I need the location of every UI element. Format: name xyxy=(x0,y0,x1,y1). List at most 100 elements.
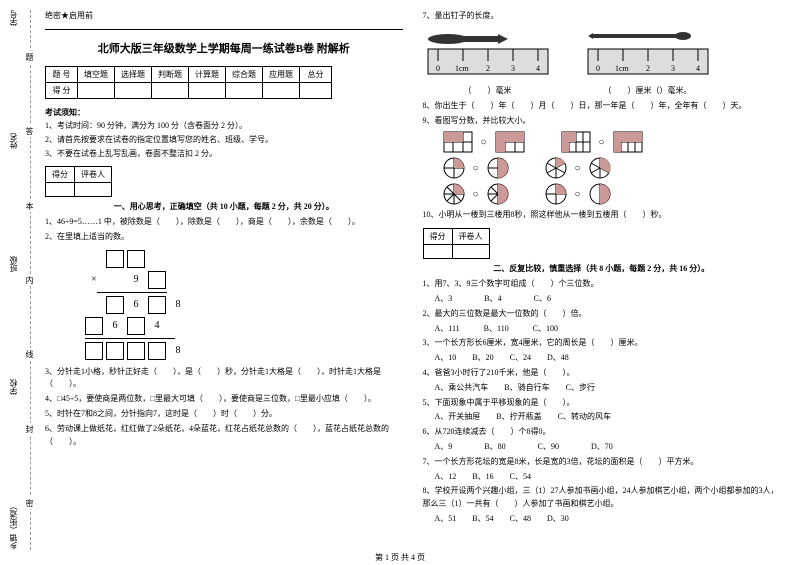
rulers: 0 1cm 2 3 4 （ ）毫米 01cm 23 4 （ ）厘米（）毫 xyxy=(423,31,781,96)
side-marker: 封 xyxy=(24,423,35,435)
question: 3、分针走1小格，秒针正好走（ ），是（ ）秒，分针走1大格是（ ），时针走1大… xyxy=(45,366,403,392)
td: 得分 xyxy=(46,167,75,183)
fraction-circle-icon xyxy=(545,183,567,205)
options: A、乘公共汽车 B、骑自行车 C、步行 xyxy=(435,382,781,395)
th: 判断题 xyxy=(152,67,189,83)
svg-text:3: 3 xyxy=(671,64,675,73)
side-label: 学校 xyxy=(8,379,19,395)
fraction-row: ○ ○ xyxy=(443,131,781,153)
secret-label: 绝密★启用前 xyxy=(45,10,403,21)
options: A、10 B、20 C、24 D、48 xyxy=(435,352,781,365)
question: 2、在里填上适当的数。 xyxy=(45,231,403,244)
th: 题 号 xyxy=(46,67,78,83)
compare-op: ○ xyxy=(473,189,479,200)
svg-text:2: 2 xyxy=(646,64,650,73)
multiplication-boxes: ×9 68 64 8 xyxy=(85,250,403,360)
side-marker: 答 xyxy=(24,125,35,137)
part1-title: 一、用心思考，正确填空（共 10 小题，每题 2 分，共 20 分）。 xyxy=(45,201,403,212)
svg-text:1cm: 1cm xyxy=(615,64,630,73)
svg-text:0: 0 xyxy=(596,64,600,73)
note-item: 3、不要在试卷上乱写乱画，卷面不整洁扣 2 分。 xyxy=(45,148,403,160)
td xyxy=(75,183,112,197)
score-table: 题 号 填空题 选择题 判断题 计算题 综合题 应用题 总分 得 分 xyxy=(45,66,332,99)
question: 8、你出生于（ ）年（ ）月（ ）日，那一年是（ ）年，全年有（ ）天。 xyxy=(423,100,781,113)
digit: 8 xyxy=(169,345,187,356)
mul-op: × xyxy=(85,274,103,285)
td xyxy=(78,83,115,99)
digit: 4 xyxy=(148,320,166,331)
td: 评卷人 xyxy=(75,167,112,183)
fraction-grid-icon xyxy=(561,131,591,153)
question: 6、劳动课上做纸花，红红做了2朵纸花，4朵蓝花，红花占纸花总数的（ ），蓝花占纸… xyxy=(45,423,403,449)
question: 1、用7、3、9三个数字可组成（ ）个三位数。 xyxy=(423,278,781,291)
eval-table: 得分评卷人 xyxy=(423,228,490,259)
td xyxy=(300,83,332,99)
fraction-row: ○ ○ xyxy=(443,183,781,205)
question: 4、□45÷5，要使商是两位数，□里最大可填（ ），要使商是三位数，□里最小应填… xyxy=(45,393,403,406)
fraction-row: ○ ○ xyxy=(443,157,781,179)
page-footer: 第 1 页 共 4 页 xyxy=(0,552,800,563)
question: 2、最大的三位数是最大一位数的（ ）倍。 xyxy=(423,308,781,321)
question: 4、爸爸3小时行了210千米，他是（ ）。 xyxy=(423,367,781,380)
compare-op: ○ xyxy=(473,163,479,174)
options: A、12 B、16 C、54 xyxy=(435,471,781,484)
fraction-grid-icon xyxy=(495,131,525,153)
eval-table: 得分评卷人 xyxy=(45,166,112,197)
th: 应用题 xyxy=(263,67,300,83)
compare-op: ○ xyxy=(481,137,487,148)
question: 3、一个长方形长6厘米，宽4厘米，它的周长是（ ）厘米。 xyxy=(423,337,781,350)
td xyxy=(115,83,152,99)
fraction-circle-icon xyxy=(443,183,465,205)
note-item: 1、考试时间：90 分钟，满分为 100 分（含卷面分 2 分）。 xyxy=(45,120,403,132)
question: 1、46÷9=5……1 中，被除数是（ ），除数是（ ），商是（ ），余数是（ … xyxy=(45,216,403,229)
question: 10、小明从一楼到三楼用8秒，照这样他从一楼到五楼用（ ）秒。 xyxy=(423,209,781,222)
side-marker: 内 xyxy=(24,274,35,286)
svg-text:0: 0 xyxy=(436,64,440,73)
notes: 1、考试时间：90 分钟，满分为 100 分（含卷面分 2 分）。 2、请首先按… xyxy=(45,120,403,160)
th: 填空题 xyxy=(78,67,115,83)
notes-title: 考试须知： xyxy=(45,107,403,118)
td xyxy=(423,245,452,259)
th: 综合题 xyxy=(226,67,263,83)
td xyxy=(189,83,226,99)
svg-text:4: 4 xyxy=(696,64,700,73)
left-column: 绝密★启用前 北师大版三年级数学上学期每周一练试卷B卷 附解析 题 号 填空题 … xyxy=(45,10,403,560)
exam-title: 北师大版三年级数学上学期每周一练试卷B卷 附解析 xyxy=(45,40,403,56)
svg-text:3: 3 xyxy=(511,64,515,73)
td: 评卷人 xyxy=(452,229,489,245)
right-column: 7、量出钉子的长度。 0 1cm 2 3 4 （ ）毫米 xyxy=(423,10,781,560)
td xyxy=(263,83,300,99)
question: 5、时针在7和8之间，分针指向7，这时是（ ）时（ ）分。 xyxy=(45,408,403,421)
options: A、3 B、4 C、6 xyxy=(435,293,781,306)
td xyxy=(452,245,489,259)
ruler-answer: （ ）毫米 xyxy=(423,85,553,96)
ruler-icon: 0 1cm 2 3 4 xyxy=(583,31,713,81)
side-label: 学号 xyxy=(8,10,19,26)
side-marker: 本 xyxy=(24,200,35,212)
digit: 6 xyxy=(127,299,145,310)
fraction-circle-icon xyxy=(443,157,465,179)
fraction-circle-icon xyxy=(487,157,509,179)
th: 选择题 xyxy=(115,67,152,83)
fraction-grid-icon xyxy=(443,131,473,153)
svg-text:1cm: 1cm xyxy=(455,64,470,73)
divider xyxy=(45,29,403,30)
td xyxy=(46,183,75,197)
options: A、9 B、80 C、90 D、70 xyxy=(435,441,781,454)
fraction-circle-icon xyxy=(589,157,611,179)
th: 计算题 xyxy=(189,67,226,83)
side-marker: 线 xyxy=(24,348,35,360)
td xyxy=(226,83,263,99)
th: 总分 xyxy=(300,67,332,83)
td: 得分 xyxy=(423,229,452,245)
fraction-circle-icon xyxy=(487,183,509,205)
part2-title: 二、反复比较，慎重选择（共 8 小题，每题 2 分，共 16 分）。 xyxy=(423,263,781,274)
side-marker: 题 xyxy=(24,51,35,63)
digit: 6 xyxy=(106,320,124,331)
side-label: 姓名 xyxy=(8,133,19,149)
question: 8、学校开设两个兴趣小组，三（1）27人参加书画小组，24人参加棋艺小组，两个小… xyxy=(423,485,781,511)
side-label: 乡镇（街道） xyxy=(8,502,19,550)
svg-text:4: 4 xyxy=(536,64,540,73)
fraction-circle-icon xyxy=(589,183,611,205)
question: 7、量出钉子的长度。 xyxy=(423,10,781,23)
